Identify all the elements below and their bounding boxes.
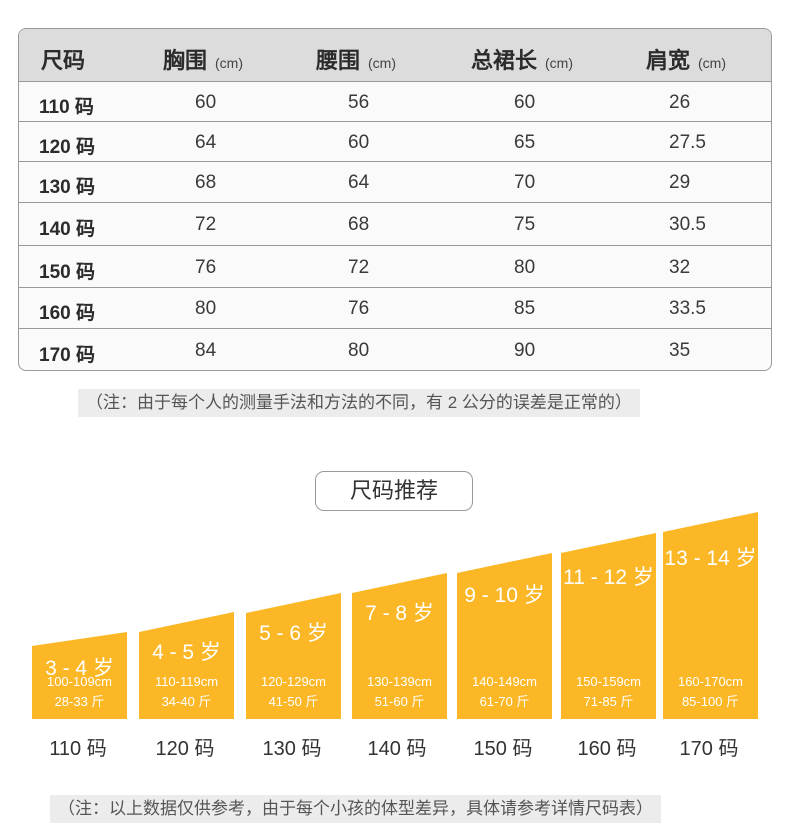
row-length: 80 [514, 257, 536, 278]
bar-weight: 28-33 斤 [54, 694, 105, 709]
bar-weight: 51-60 斤 [374, 694, 425, 709]
row-chest: 84 [195, 340, 217, 361]
header-size: 尺码 [41, 43, 85, 75]
row-chest: 68 [195, 172, 217, 193]
row-waist: 72 [348, 257, 370, 278]
row-shoulder: 33.5 [669, 298, 706, 319]
row-length: 65 [514, 132, 536, 153]
row-chest: 80 [195, 298, 217, 319]
bar-height: 100-109cm [46, 674, 113, 689]
table-row: 130 码 68 64 70 29 [19, 162, 771, 203]
bar-height: 120-129cm [260, 674, 327, 689]
row-waist: 64 [348, 172, 370, 193]
row-waist: 76 [348, 298, 370, 319]
reference-note: （注：以上数据仅供参考，由于每个小孩的体型差异，具体请参考详情尺码表） [50, 795, 661, 823]
header-waist-unit: (cm) [368, 55, 397, 71]
recommend-bar-110: 3 - 4 岁 100-109cm 28-33 斤 [32, 632, 127, 719]
row-shoulder: 26 [669, 92, 691, 113]
header-length-unit: (cm) [545, 55, 574, 71]
bar-weight: 85-100 斤 [681, 694, 740, 709]
recommend-bar-140: 7 - 8 岁 130-139cm 51-60 斤 [352, 573, 447, 719]
row-waist: 68 [348, 214, 370, 235]
row-size: 130 码 [39, 177, 95, 198]
row-chest: 76 [195, 257, 217, 278]
table-header: 尺码 胸围 (cm) 腰围 (cm) 总裙长 (cm) 肩宽 (cm) [19, 29, 771, 82]
bar-age: 13 - 14 岁 [664, 547, 757, 570]
bar-weight: 61-70 斤 [479, 694, 530, 709]
table-row: 170 码 84 80 90 35 [19, 329, 771, 370]
row-size: 140 码 [39, 219, 95, 240]
table-row: 120 码 64 60 65 27.5 [19, 122, 771, 162]
row-length: 60 [514, 92, 536, 113]
row-shoulder: 35 [669, 340, 691, 361]
table-row: 150 码 76 72 80 32 [19, 246, 771, 288]
row-length: 70 [514, 172, 536, 193]
bar-weight: 41-50 斤 [268, 694, 319, 709]
header-length-label: 总裙长 [471, 48, 538, 73]
header-waist-label: 腰围 [316, 48, 361, 73]
header-length: 总裙长 (cm) [471, 43, 573, 75]
header-chest-label: 胸围 [163, 48, 208, 73]
size-recommend-title: 尺码推荐 [315, 471, 473, 511]
bar-age: 7 - 8 岁 [365, 602, 434, 625]
bar-weight: 34-40 斤 [161, 694, 212, 709]
header-shoulder: 肩宽 (cm) [646, 43, 726, 75]
row-size: 110 码 [39, 97, 94, 118]
row-waist: 56 [348, 92, 370, 113]
row-chest: 72 [195, 214, 217, 235]
measurement-note: （注：由于每个人的测量手法和方法的不同，有 2 公分的误差是正常的） [78, 389, 640, 417]
row-size: 170 码 [39, 345, 95, 366]
recommend-size-label: 150 码 [473, 738, 533, 760]
bar-weight: 71-85 斤 [583, 694, 634, 709]
bar-age: 11 - 12 岁 [563, 566, 654, 589]
recommend-bar-150: 9 - 10 岁 140-149cm 61-70 斤 [457, 553, 552, 719]
row-size: 160 码 [39, 303, 95, 324]
recommend-size-label: 160 码 [577, 738, 637, 760]
row-length: 90 [514, 340, 536, 361]
bar-height: 150-159cm [575, 674, 642, 689]
table-row: 110 码 60 56 60 26 [19, 82, 771, 122]
recommend-bar-170: 13 - 14 岁 160-170cm 85-100 斤 [663, 512, 758, 719]
recommend-size-label: 110 码 [49, 738, 107, 760]
recommend-size-label: 140 码 [367, 738, 427, 760]
row-waist: 80 [348, 340, 370, 361]
bar-height: 110-119cm [154, 674, 219, 689]
bar-age: 4 - 5 岁 [152, 641, 221, 664]
row-waist: 60 [348, 132, 370, 153]
header-chest-unit: (cm) [215, 55, 244, 71]
recommend-size-label: 120 码 [155, 738, 215, 760]
row-chest: 60 [195, 92, 217, 113]
recommend-bar-160: 11 - 12 岁 150-159cm 71-85 斤 [561, 533, 656, 719]
bar-age: 3 - 4 岁 [45, 657, 114, 680]
header-shoulder-label: 肩宽 [646, 48, 691, 73]
size-chart-table: 尺码 胸围 (cm) 腰围 (cm) 总裙长 (cm) 肩宽 (cm) 110 码 60… [18, 28, 772, 371]
row-size: 150 码 [39, 262, 95, 283]
table-row: 140 码 72 68 75 30.5 [19, 203, 771, 246]
header-waist: 腰围 (cm) [316, 43, 396, 75]
bar-height: 140-149cm [471, 674, 538, 689]
row-length: 75 [514, 214, 536, 235]
bar-height: 130-139cm [366, 674, 433, 689]
row-shoulder: 30.5 [669, 214, 706, 235]
header-size-label: 尺码 [41, 48, 86, 73]
recommend-size-label: 170 码 [679, 738, 739, 760]
recommend-bar-120: 4 - 5 岁 110-119cm 34-40 斤 [139, 612, 234, 719]
bar-age: 9 - 10 岁 [464, 584, 545, 607]
header-chest: 胸围 (cm) [163, 43, 243, 75]
row-size: 120 码 [39, 137, 95, 158]
row-shoulder: 27.5 [669, 132, 706, 153]
row-length: 85 [514, 298, 536, 319]
header-shoulder-unit: (cm) [698, 55, 727, 71]
row-shoulder: 32 [669, 257, 691, 278]
row-shoulder: 29 [669, 172, 691, 193]
bar-height: 160-170cm [677, 674, 744, 689]
table-row: 160 码 80 76 85 33.5 [19, 288, 771, 329]
recommend-bar-130: 5 - 6 岁 120-129cm 41-50 斤 [246, 593, 341, 719]
row-chest: 64 [195, 132, 217, 153]
bar-age: 5 - 6 岁 [259, 622, 328, 645]
recommend-size-label: 130 码 [262, 738, 322, 760]
